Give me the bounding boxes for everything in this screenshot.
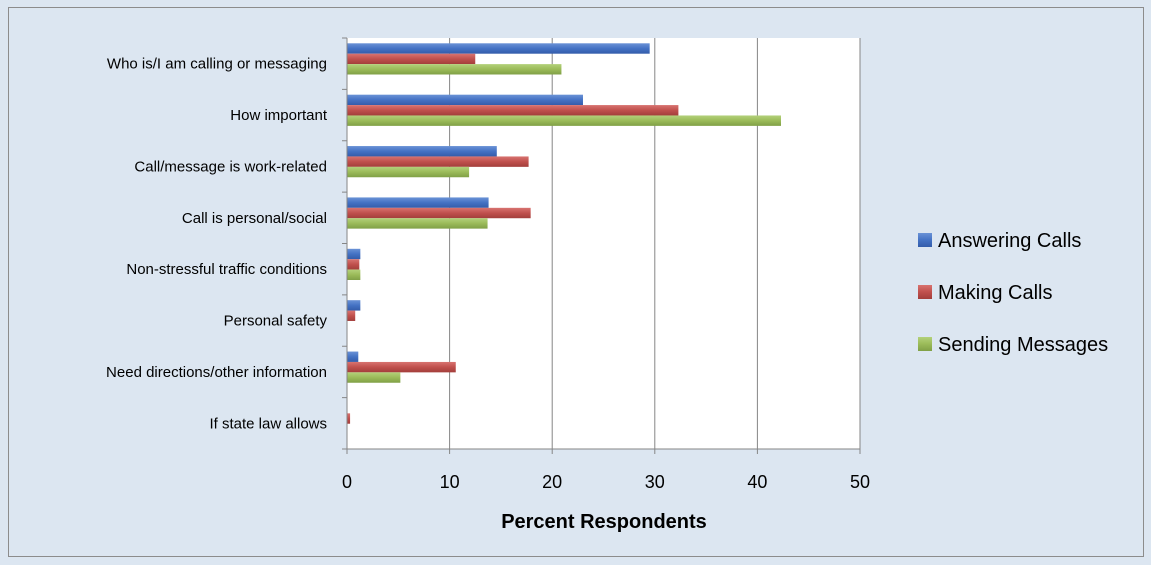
bar-sending-messages-4 — [347, 269, 361, 280]
x-tick-label: 20 — [542, 472, 562, 492]
category-label: Non-stressful traffic conditions — [126, 261, 327, 278]
legend-swatch — [918, 337, 932, 351]
bar-sending-messages-0 — [347, 64, 562, 75]
bar-answering-calls-1 — [347, 94, 583, 106]
bar-sending-messages-3 — [347, 218, 488, 229]
category-label: How important — [230, 107, 328, 124]
bar-sending-messages-2 — [347, 166, 470, 178]
bar-answering-calls-6 — [347, 351, 359, 362]
category-labels: Who is/I am calling or messaging How impo… — [106, 56, 328, 433]
bar-making-calls-7 — [347, 413, 351, 424]
legend-label: Sending Messages — [938, 334, 1108, 356]
bar-making-calls-6 — [347, 361, 456, 373]
category-label: Need directions/other information — [106, 364, 327, 381]
bar-sending-messages-6 — [347, 372, 401, 383]
legend-label: Making Calls — [938, 282, 1052, 304]
axes — [342, 37, 861, 454]
legend-swatch — [918, 285, 932, 299]
bar-sending-messages-1 — [347, 115, 781, 126]
bar-making-calls-4 — [347, 259, 360, 270]
bar-answering-calls-4 — [347, 248, 361, 260]
bar-making-calls-2 — [347, 156, 529, 167]
x-axis-title: Percent Respondents — [501, 511, 707, 533]
x-tick-label: 50 — [850, 472, 870, 492]
category-label: If state law allows — [209, 415, 327, 432]
bar-answering-calls-3 — [347, 197, 489, 208]
x-tick-label: 30 — [645, 472, 665, 492]
legend-swatch — [918, 233, 932, 247]
bar-answering-calls-2 — [347, 146, 497, 157]
category-label: Personal safety — [224, 313, 328, 330]
x-tick-label: 40 — [747, 472, 767, 492]
tick-labels: 0 10 20 30 40 50 — [342, 472, 870, 492]
bar-answering-calls-5 — [347, 300, 361, 311]
bars — [347, 43, 781, 424]
category-label: Who is/I am calling or messaging — [107, 56, 327, 73]
bar-making-calls-5 — [347, 310, 356, 321]
category-label: Call is personal/social — [182, 210, 327, 227]
bar-making-calls-3 — [347, 207, 531, 219]
x-tick-label: 10 — [440, 472, 460, 492]
bar-answering-calls-0 — [347, 43, 650, 54]
legend: Answering Calls Making Calls Sending Messa… — [918, 230, 1108, 356]
bar-making-calls-1 — [347, 105, 679, 116]
legend-label: Answering Calls — [938, 230, 1081, 252]
category-label: Call/message is work-related — [134, 158, 327, 175]
bar-making-calls-0 — [347, 53, 476, 65]
x-tick-label: 0 — [342, 472, 352, 492]
